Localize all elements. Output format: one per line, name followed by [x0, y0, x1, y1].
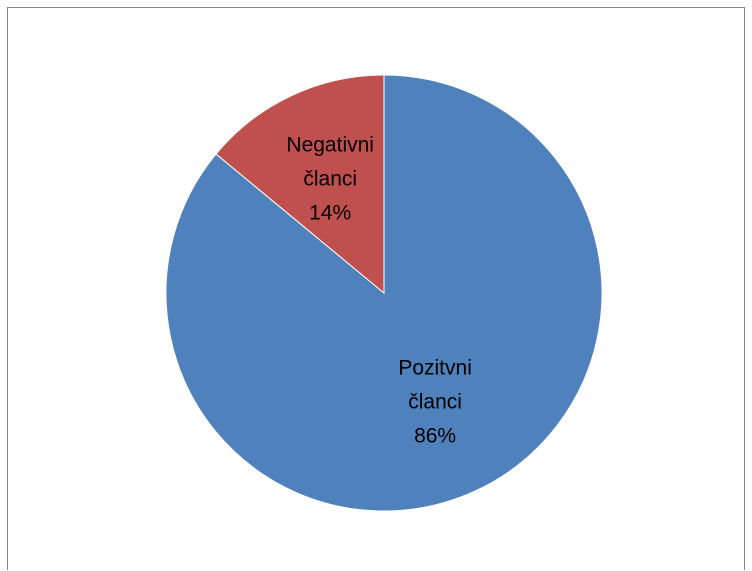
pie-chart: Pozitvni članci 86% Negativni članci 14% [165, 74, 603, 512]
data-label-line: 86% [414, 425, 456, 448]
slices-layer [165, 74, 603, 512]
data-label-line: Negativni [286, 134, 374, 157]
data-label-line: članci [303, 168, 357, 191]
data-label-line: članci [408, 391, 462, 414]
data-label-line: Pozitvni [398, 357, 472, 380]
chart-area: Pozitvni članci 86% Negativni članci 14% [7, 7, 745, 570]
data-label-negativni: Negativni članci 14% [286, 134, 374, 225]
data-label-pozitivni: Pozitvni članci 86% [398, 357, 472, 448]
labels-layer: Pozitvni članci 86% Negativni članci 14% [286, 134, 471, 448]
data-label-line: 14% [309, 202, 351, 225]
pie-slice-negativni [215, 74, 385, 295]
